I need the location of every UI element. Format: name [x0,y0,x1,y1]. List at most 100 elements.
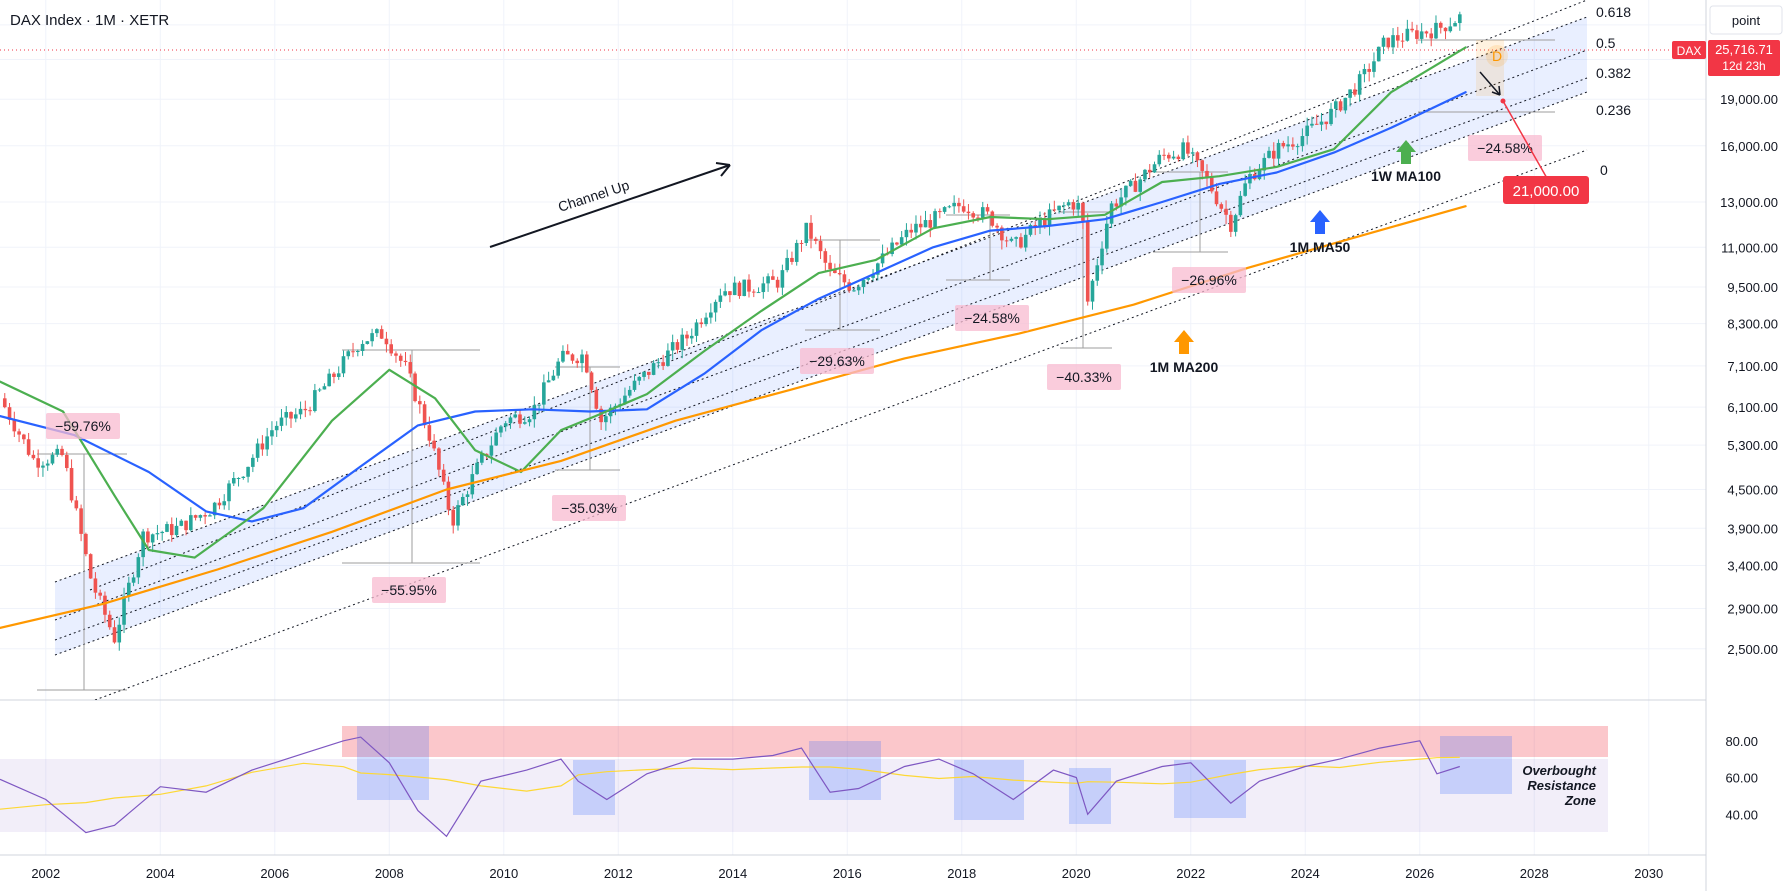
candle-body [317,389,322,391]
rsi-box [954,760,1024,820]
candle-body [274,425,279,431]
symbol-tag [1672,41,1706,59]
fib-line[interactable] [89,0,1588,591]
candle-body [580,354,584,364]
candle-body [685,334,689,339]
drawdown-box[interactable] [46,413,120,439]
candle-body [1119,197,1123,207]
drawdown-box[interactable] [800,348,874,374]
candle-body [427,425,432,441]
candle-body [637,376,642,381]
candle-body [1209,177,1214,192]
candle-body [127,582,131,597]
candle-body [847,282,851,291]
candle-body [899,237,904,245]
candle-body [1424,31,1429,34]
candle-body [627,389,632,396]
candle-body [265,436,269,450]
candle-body [880,253,885,264]
candle-body [1348,89,1352,98]
rsi-axis[interactable]: 80.00 60.00 40.00 [1725,734,1758,823]
candle-body [236,477,241,479]
candle-body [303,408,308,411]
target-box[interactable] [1503,176,1589,204]
channel-arrow[interactable] [489,164,731,248]
current-price-tag [1708,40,1780,76]
candle-body [909,229,914,233]
candle-body [341,356,346,374]
price-candles[interactable] [2,11,1462,651]
candle-body [647,371,651,375]
candle-body [1343,97,1348,111]
candle-body [1281,142,1286,147]
ma200-label: 1M MA200 [1150,359,1219,375]
candle-body [494,432,498,446]
candle-body [976,217,980,219]
candle-body [370,333,374,342]
candle-body [222,501,227,506]
time-tick-label: 2030 [1634,866,1663,881]
candle-body [475,462,479,475]
rsi-box [1174,760,1246,818]
price-tick-label: 2,500.00 [1727,642,1778,657]
candle-body [1429,33,1434,39]
candle-body [122,596,126,625]
time-axis[interactable]: 2002 2004 2006 2008 2010 2012 2014 2016 2018 2020… [31,866,1663,881]
drawdown-box[interactable] [955,305,1029,331]
chart-annotations[interactable]: Channel Up−59.76%−55.95%−35.03%−29.63%−2… [46,40,1589,603]
candle-body [1405,28,1410,41]
candle-body [451,509,456,526]
candle-body [584,354,589,373]
candle-body [904,229,909,238]
drawdown-box[interactable] [1468,135,1542,161]
candle-body [446,481,451,510]
candle-body [532,405,537,420]
1m-ma50-line[interactable] [0,91,1467,523]
candle-body [460,496,465,506]
chart-title: DAX Index · 1M · XETR [10,12,169,29]
drawdown-box[interactable] [1047,364,1121,390]
rsi-tick-label: 40.00 [1725,807,1758,822]
time-tick-label: 2010 [489,866,518,881]
candle-body [1219,204,1224,209]
candle-body [418,401,422,405]
candle-body [174,525,179,536]
candle-body [866,277,871,280]
candle-body [336,373,341,377]
rsi-box [357,726,429,800]
price-tick-label: 7,100.00 [1727,359,1778,374]
drawdown-box[interactable] [1172,267,1246,293]
rsi-line[interactable] [0,736,1460,838]
candle-body [375,329,379,334]
candle-body [718,295,723,302]
candle-body [284,412,289,418]
candle-body [856,287,861,291]
rsi-tick-label: 60.00 [1725,771,1758,786]
candle-body [74,500,79,509]
candle-body [833,269,837,274]
candle-body [761,283,766,293]
price-tick-label: 3,900.00 [1727,521,1778,536]
rsi-indicator[interactable] [0,736,1460,838]
fib-level-label: 0 [1600,162,1608,178]
candle-body [332,373,336,377]
drawdown-box[interactable] [372,577,446,603]
drawdown-label: −55.95% [381,582,437,598]
1w-ma100-line[interactable] [0,46,1467,559]
unit-button[interactable] [1709,5,1783,35]
candle-body [1243,183,1247,196]
candle-body [1195,152,1200,161]
candle-body [198,515,203,518]
candle-body [7,407,12,420]
candle-body [41,465,45,468]
candle-body [1147,169,1152,173]
candle-body [1038,218,1042,228]
drawdown-box[interactable] [552,495,626,521]
zone-label-2: Resistance [1527,778,1596,793]
candle-body [1443,27,1448,32]
candle-body [952,202,956,207]
candle-body [542,382,546,405]
fib-level-label: 0.382 [1596,65,1631,81]
price-tick-label: 13,000.00 [1720,195,1778,210]
